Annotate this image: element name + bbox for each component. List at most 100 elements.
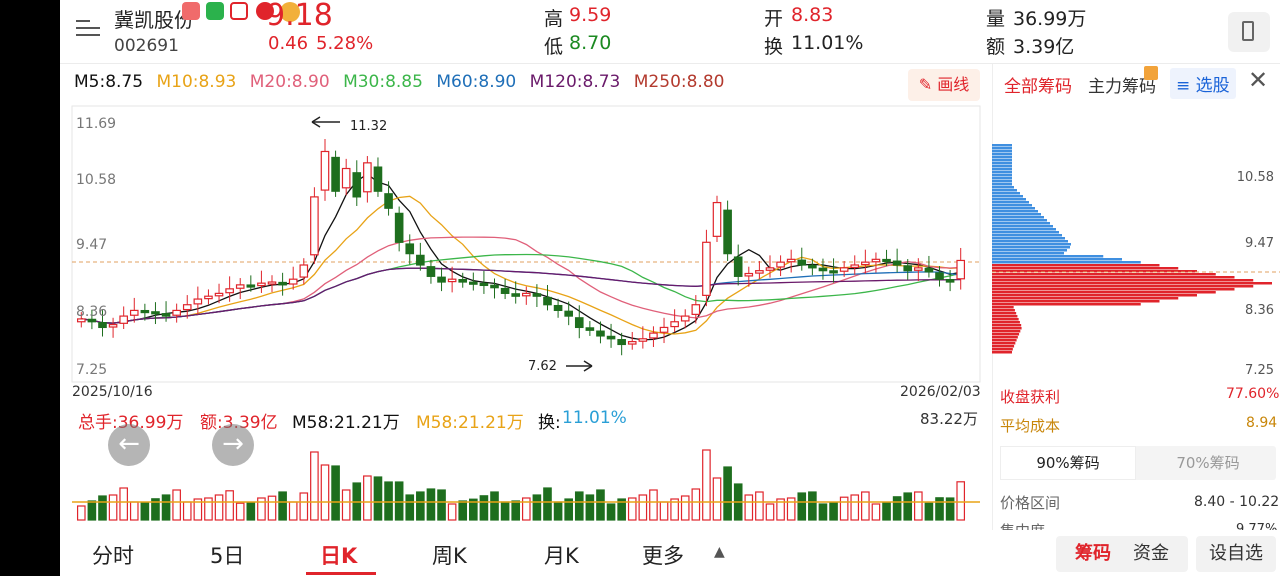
y-label-4: 7.25 — [76, 362, 107, 378]
vol-turn-value: 11.01% — [562, 408, 627, 428]
volume-bar — [744, 494, 754, 521]
volume-bar — [320, 464, 330, 521]
date-start: 2025/10/16 — [72, 384, 153, 400]
chip-bar — [992, 330, 1021, 333]
chip-bar — [992, 147, 1012, 150]
volume-chart[interactable] — [60, 430, 984, 522]
next-arrow-button[interactable]: → — [212, 424, 254, 466]
menu-icon[interactable] — [72, 14, 104, 42]
chip-bar — [992, 282, 1272, 285]
candle-body — [914, 267, 923, 271]
price-change: 0.46 — [268, 33, 309, 54]
volume-bar — [108, 494, 118, 521]
chip-bar — [992, 264, 1160, 267]
tab-monthly-k[interactable]: 月K — [544, 544, 579, 568]
chip-bar — [992, 348, 1013, 351]
add-watchlist-button[interactable]: 设自选 — [1196, 536, 1276, 572]
volume-bar — [871, 503, 881, 521]
tab-weekly-k[interactable]: 周K — [432, 544, 467, 568]
share-app-icon[interactable] — [256, 2, 274, 20]
chip-bar — [992, 153, 1012, 156]
chip-bar — [992, 201, 1029, 204]
fullscreen-button[interactable] — [1228, 12, 1270, 52]
chip-button[interactable]: 筹码 — [1075, 543, 1111, 564]
volume-bar — [225, 490, 234, 521]
y-label-2: 9.47 — [76, 237, 107, 253]
volume-value: 36.99万 — [1013, 8, 1087, 30]
share-note-icon[interactable] — [230, 2, 248, 20]
volume-bar — [882, 501, 891, 521]
profit-value: 77.60% — [1226, 386, 1280, 402]
candle-body — [458, 279, 468, 283]
volume-bar — [394, 481, 404, 521]
chip-bar — [992, 186, 1014, 189]
fund-button[interactable]: 资金 — [1133, 543, 1169, 564]
prev-arrow-button[interactable]: ← — [108, 424, 150, 466]
volume-bar — [850, 494, 860, 521]
share-weibo-icon[interactable] — [182, 2, 200, 20]
candle-body — [490, 284, 499, 289]
low-label: 低 — [544, 36, 564, 58]
volume-bar — [574, 491, 584, 521]
chip-bar — [992, 312, 1017, 315]
draw-line-button[interactable]: ✎ 画线 — [908, 69, 980, 101]
chip-y-0: 10.58 — [1237, 170, 1274, 185]
tab-5day[interactable]: 5日 — [210, 544, 245, 568]
chip-bar — [992, 231, 1059, 234]
close-icon[interactable]: ✕ — [1248, 66, 1269, 94]
share-wechat-icon[interactable] — [206, 2, 224, 20]
chip-bar — [992, 156, 1012, 159]
volume-bar — [776, 498, 785, 521]
volume-bar — [288, 501, 298, 521]
tab-select-stock[interactable]: ≡ 选股 — [1170, 68, 1236, 99]
volume-bar — [246, 501, 256, 521]
volume-bar — [712, 477, 722, 521]
candle-body — [871, 258, 881, 263]
candle-body — [299, 264, 309, 278]
stock-app: 冀凯股份 002691 9.18 0.46 5.28% 高 9.59 低 8.7… — [60, 0, 1280, 576]
chip-bar — [992, 273, 1216, 276]
chip-bar — [992, 345, 1015, 348]
active-tab-underline — [306, 572, 376, 575]
candle-body — [924, 267, 934, 273]
chip-bar — [992, 327, 1022, 330]
volume-bar — [723, 466, 732, 521]
tab-intraday[interactable]: 分时 — [92, 544, 134, 568]
chip-bar — [992, 150, 1012, 153]
candle-body — [129, 309, 139, 316]
range-value: 8.40 - 10.22 — [1194, 494, 1280, 510]
chip-70-button[interactable]: 70%筹码 — [1176, 454, 1240, 472]
volume-bar — [257, 497, 266, 521]
tab-main-chips[interactable]: 主力筹码 — [1088, 77, 1156, 97]
kline-chart[interactable]: 11.69 10.58 9.47 8.36 7.25 11.32 7.62 20… — [60, 104, 984, 404]
low-annotation: 7.62 — [528, 359, 557, 374]
volume-bar — [839, 496, 849, 521]
chip-bar — [992, 183, 1012, 186]
candle-body — [310, 196, 319, 256]
volume-bar — [659, 501, 669, 521]
volume-bar — [861, 491, 870, 521]
chip-bar — [992, 318, 1019, 321]
candle-body — [204, 295, 213, 300]
amount-label: 额 — [986, 36, 1006, 58]
candle-body — [935, 272, 944, 280]
volume-bar — [299, 492, 309, 521]
candle-body — [521, 292, 531, 297]
volume-bar — [416, 491, 425, 521]
candle-body — [574, 317, 584, 329]
chip-bar — [992, 204, 1032, 207]
chip-y-3: 7.25 — [1245, 363, 1274, 378]
tab-all-chips[interactable]: 全部筹码 — [1004, 77, 1072, 97]
caret-up-icon[interactable]: ▲ — [714, 544, 725, 560]
chip-90-button[interactable]: 90%筹码 — [1000, 446, 1136, 480]
volume-bar — [617, 498, 626, 521]
tab-daily-k[interactable]: 日K — [320, 544, 358, 568]
vol-m58-a: M58:21.21万 — [292, 413, 400, 433]
date-end: 2026/02/03 — [900, 384, 981, 400]
candle-body — [850, 264, 860, 269]
chip-bar — [992, 294, 1197, 297]
candle-body — [87, 318, 97, 323]
tab-more[interactable]: 更多 — [642, 544, 684, 568]
chip-bar — [992, 180, 1012, 183]
ma60-label: M60:8.90 — [436, 72, 517, 92]
